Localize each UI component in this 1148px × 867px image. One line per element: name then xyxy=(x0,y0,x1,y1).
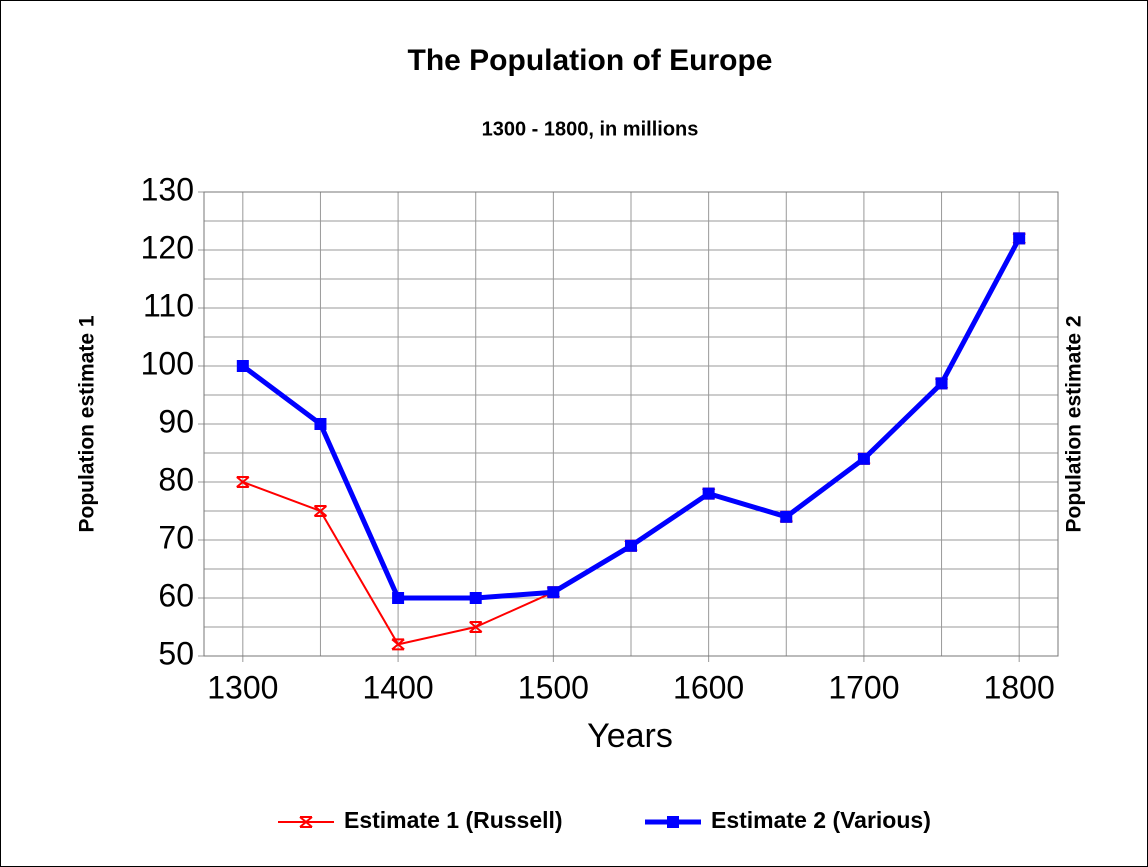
point xyxy=(702,487,715,500)
point xyxy=(236,360,249,372)
point xyxy=(547,586,560,599)
point xyxy=(313,505,328,517)
point xyxy=(469,621,483,633)
point xyxy=(857,452,870,465)
y-tick-label: 70 xyxy=(158,519,194,555)
y-tick-label: 100 xyxy=(141,345,194,381)
x-tick-label: 1400 xyxy=(362,669,433,705)
point xyxy=(391,638,405,651)
point xyxy=(780,510,793,523)
x-tick-label: 1700 xyxy=(828,669,899,705)
y-tick-label: 110 xyxy=(143,287,194,323)
legend-label: Estimate 2 (Various) xyxy=(711,807,931,833)
y-tick-label: 60 xyxy=(158,577,194,613)
x-tick-label: 1300 xyxy=(207,669,278,705)
y2-axis-label: Population estimate 2 xyxy=(1063,315,1086,532)
y-tick-label: 80 xyxy=(158,461,194,497)
point xyxy=(667,816,679,828)
point xyxy=(314,418,327,430)
y-tick-label: 50 xyxy=(158,635,194,671)
point xyxy=(299,816,313,828)
x-axis-label: Years xyxy=(587,717,673,755)
point xyxy=(625,539,637,552)
chart-subtitle: 1300 - 1800, in millions xyxy=(482,118,699,140)
point xyxy=(1013,232,1026,245)
x-tick-label: 1600 xyxy=(673,669,744,705)
y-tick-label: 120 xyxy=(141,229,194,265)
x-tick-label: 1500 xyxy=(518,669,589,705)
y-axis-label: Population estimate 1 xyxy=(76,315,99,532)
legend-label: Estimate 1 (Russell) xyxy=(344,807,563,833)
x-tick-label: 1800 xyxy=(984,669,1055,705)
y-tick-label: 130 xyxy=(141,171,194,207)
plot-area xyxy=(203,191,1059,657)
point xyxy=(236,476,250,488)
point xyxy=(935,377,948,390)
y-tick-label: 90 xyxy=(158,403,194,439)
chart-title: The Population of Europe xyxy=(408,44,773,77)
point xyxy=(392,592,405,604)
point xyxy=(469,592,482,604)
